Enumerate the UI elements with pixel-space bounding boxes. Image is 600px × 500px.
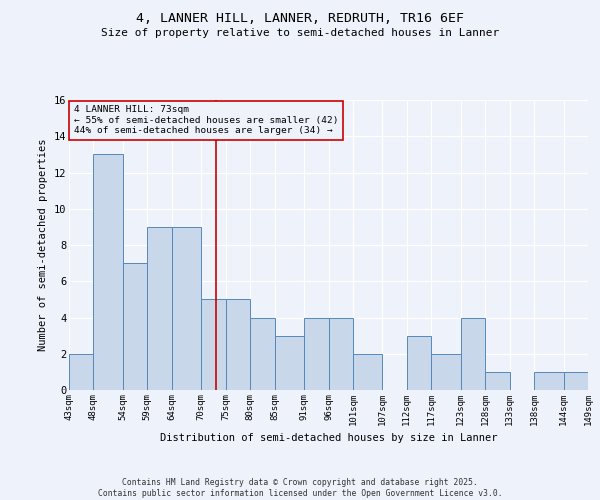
Bar xyxy=(329,318,353,390)
Bar xyxy=(123,263,148,390)
Bar xyxy=(485,372,509,390)
Bar xyxy=(304,318,329,390)
Bar xyxy=(353,354,382,390)
Bar xyxy=(431,354,461,390)
Text: 4 LANNER HILL: 73sqm
← 55% of semi-detached houses are smaller (42)
44% of semi-: 4 LANNER HILL: 73sqm ← 55% of semi-detac… xyxy=(74,106,338,135)
Bar xyxy=(226,300,250,390)
Bar xyxy=(563,372,588,390)
Bar xyxy=(534,372,563,390)
Bar xyxy=(94,154,123,390)
Bar xyxy=(275,336,304,390)
Text: Size of property relative to semi-detached houses in Lanner: Size of property relative to semi-detach… xyxy=(101,28,499,38)
Bar xyxy=(250,318,275,390)
Text: Contains HM Land Registry data © Crown copyright and database right 2025.
Contai: Contains HM Land Registry data © Crown c… xyxy=(98,478,502,498)
Text: 4, LANNER HILL, LANNER, REDRUTH, TR16 6EF: 4, LANNER HILL, LANNER, REDRUTH, TR16 6E… xyxy=(136,12,464,26)
Bar xyxy=(407,336,431,390)
Bar xyxy=(201,300,226,390)
Bar xyxy=(461,318,485,390)
Y-axis label: Number of semi-detached properties: Number of semi-detached properties xyxy=(38,138,48,352)
Bar xyxy=(69,354,94,390)
Bar xyxy=(172,227,201,390)
X-axis label: Distribution of semi-detached houses by size in Lanner: Distribution of semi-detached houses by … xyxy=(160,434,497,444)
Bar xyxy=(148,227,172,390)
